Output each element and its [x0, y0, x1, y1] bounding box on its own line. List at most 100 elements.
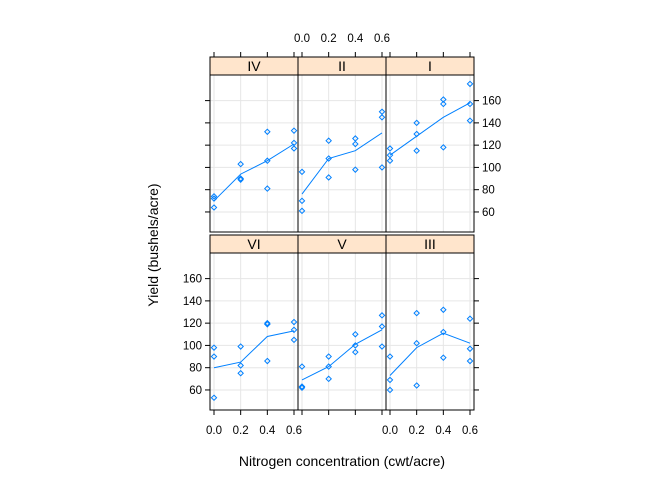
x-tick-label: 0.0: [382, 425, 398, 437]
strip-label: V: [337, 236, 347, 252]
data-point: [290, 336, 298, 344]
mean-line: [301, 132, 383, 195]
data-point: [210, 344, 218, 351]
data-point: [386, 353, 394, 360]
data-point: [440, 306, 447, 314]
x-tick-label: 0.4: [259, 425, 276, 437]
data-point: [210, 193, 218, 200]
mean-line: [213, 143, 295, 202]
data-point: [440, 328, 447, 336]
data-point: [466, 80, 474, 88]
data-point: [264, 357, 271, 365]
data-point: [352, 330, 359, 338]
data-point: [413, 339, 420, 347]
strip-label: IV: [247, 58, 261, 74]
data-point: [237, 369, 244, 377]
strip-IV: [210, 57, 298, 75]
data-point: [298, 363, 306, 370]
data-point: [413, 382, 420, 389]
data-point: [352, 342, 359, 349]
y-axis-title: Yield (bushels/acre): [145, 183, 161, 306]
data-point: [264, 320, 271, 328]
data-point: [264, 319, 271, 327]
data-point: [378, 164, 386, 171]
data-point: [378, 323, 386, 330]
data-point: [290, 127, 298, 134]
panel-row-border: [209, 56, 475, 233]
y-tick-label: 100: [482, 162, 501, 174]
data-point: [325, 353, 332, 360]
mean-line: [389, 102, 471, 156]
data-point: [440, 144, 447, 151]
data-point: [210, 394, 218, 402]
data-point: [237, 362, 244, 369]
data-point: [298, 383, 306, 390]
strip-label: III: [424, 236, 436, 252]
mean-line: [213, 330, 295, 369]
x-tick-label: 0.6: [374, 33, 390, 45]
x-tick-label: 0.2: [409, 425, 425, 437]
data-point: [466, 357, 474, 365]
x-tick-label: 0.4: [435, 425, 452, 437]
data-point: [325, 363, 332, 370]
mean-line: [389, 332, 471, 376]
mean-line: [301, 329, 383, 381]
data-point: [378, 343, 386, 350]
x-axis-title: Nitrogen concentration (cwt/acre): [239, 453, 445, 469]
data-point: [386, 386, 394, 394]
y-tick-label: 160: [482, 96, 501, 108]
data-point: [466, 345, 474, 353]
data-point: [440, 354, 447, 361]
y-tick-label: 120: [183, 318, 202, 330]
x-tick-label: 0.4: [347, 33, 364, 45]
data-point: [352, 348, 359, 356]
strip-III: [386, 235, 474, 253]
data-point: [290, 326, 298, 334]
strip-label: II: [338, 58, 346, 74]
y-tick-label: 100: [183, 340, 202, 352]
y-tick-label: 80: [189, 363, 202, 375]
y-tick-label: 60: [482, 207, 495, 219]
data-point: [325, 375, 332, 383]
x-tick-label: 0.2: [233, 425, 249, 437]
panel-row-border: [209, 234, 475, 411]
x-tick-label: 0.6: [462, 425, 478, 437]
data-point: [298, 384, 306, 392]
data-point: [352, 166, 359, 173]
data-point: [413, 119, 420, 127]
strip-II: [298, 57, 386, 75]
strip-label: VI: [247, 236, 260, 252]
y-tick-label: 60: [189, 385, 202, 397]
data-point: [325, 137, 332, 145]
data-point: [466, 315, 474, 323]
data-point: [298, 207, 306, 215]
x-tick-label: 0.0: [206, 425, 222, 437]
data-point: [466, 117, 474, 124]
y-tick-label: 140: [183, 296, 202, 308]
y-tick-label: 80: [482, 185, 495, 197]
data-point: [386, 157, 394, 165]
data-point: [325, 174, 332, 181]
x-tick-label: 0.2: [321, 33, 337, 45]
y-tick-label: 120: [482, 140, 501, 152]
data-point: [264, 157, 271, 165]
data-point: [298, 197, 306, 205]
data-point: [298, 168, 306, 176]
data-point: [290, 145, 298, 152]
data-point: [466, 100, 474, 108]
data-point: [325, 155, 332, 162]
data-point: [386, 145, 394, 152]
data-point: [440, 100, 447, 108]
x-tick-label: 0.0: [294, 33, 310, 45]
strip-VI: [210, 235, 298, 253]
data-point: [440, 96, 447, 103]
strip-I: [386, 57, 474, 75]
data-point: [290, 318, 298, 326]
data-point: [237, 343, 244, 350]
data-point: [264, 128, 271, 136]
data-point: [386, 376, 394, 384]
x-tick-label: 0.6: [286, 425, 302, 437]
y-tick-label: 140: [482, 118, 501, 130]
data-point: [210, 353, 218, 360]
data-point: [210, 195, 218, 202]
